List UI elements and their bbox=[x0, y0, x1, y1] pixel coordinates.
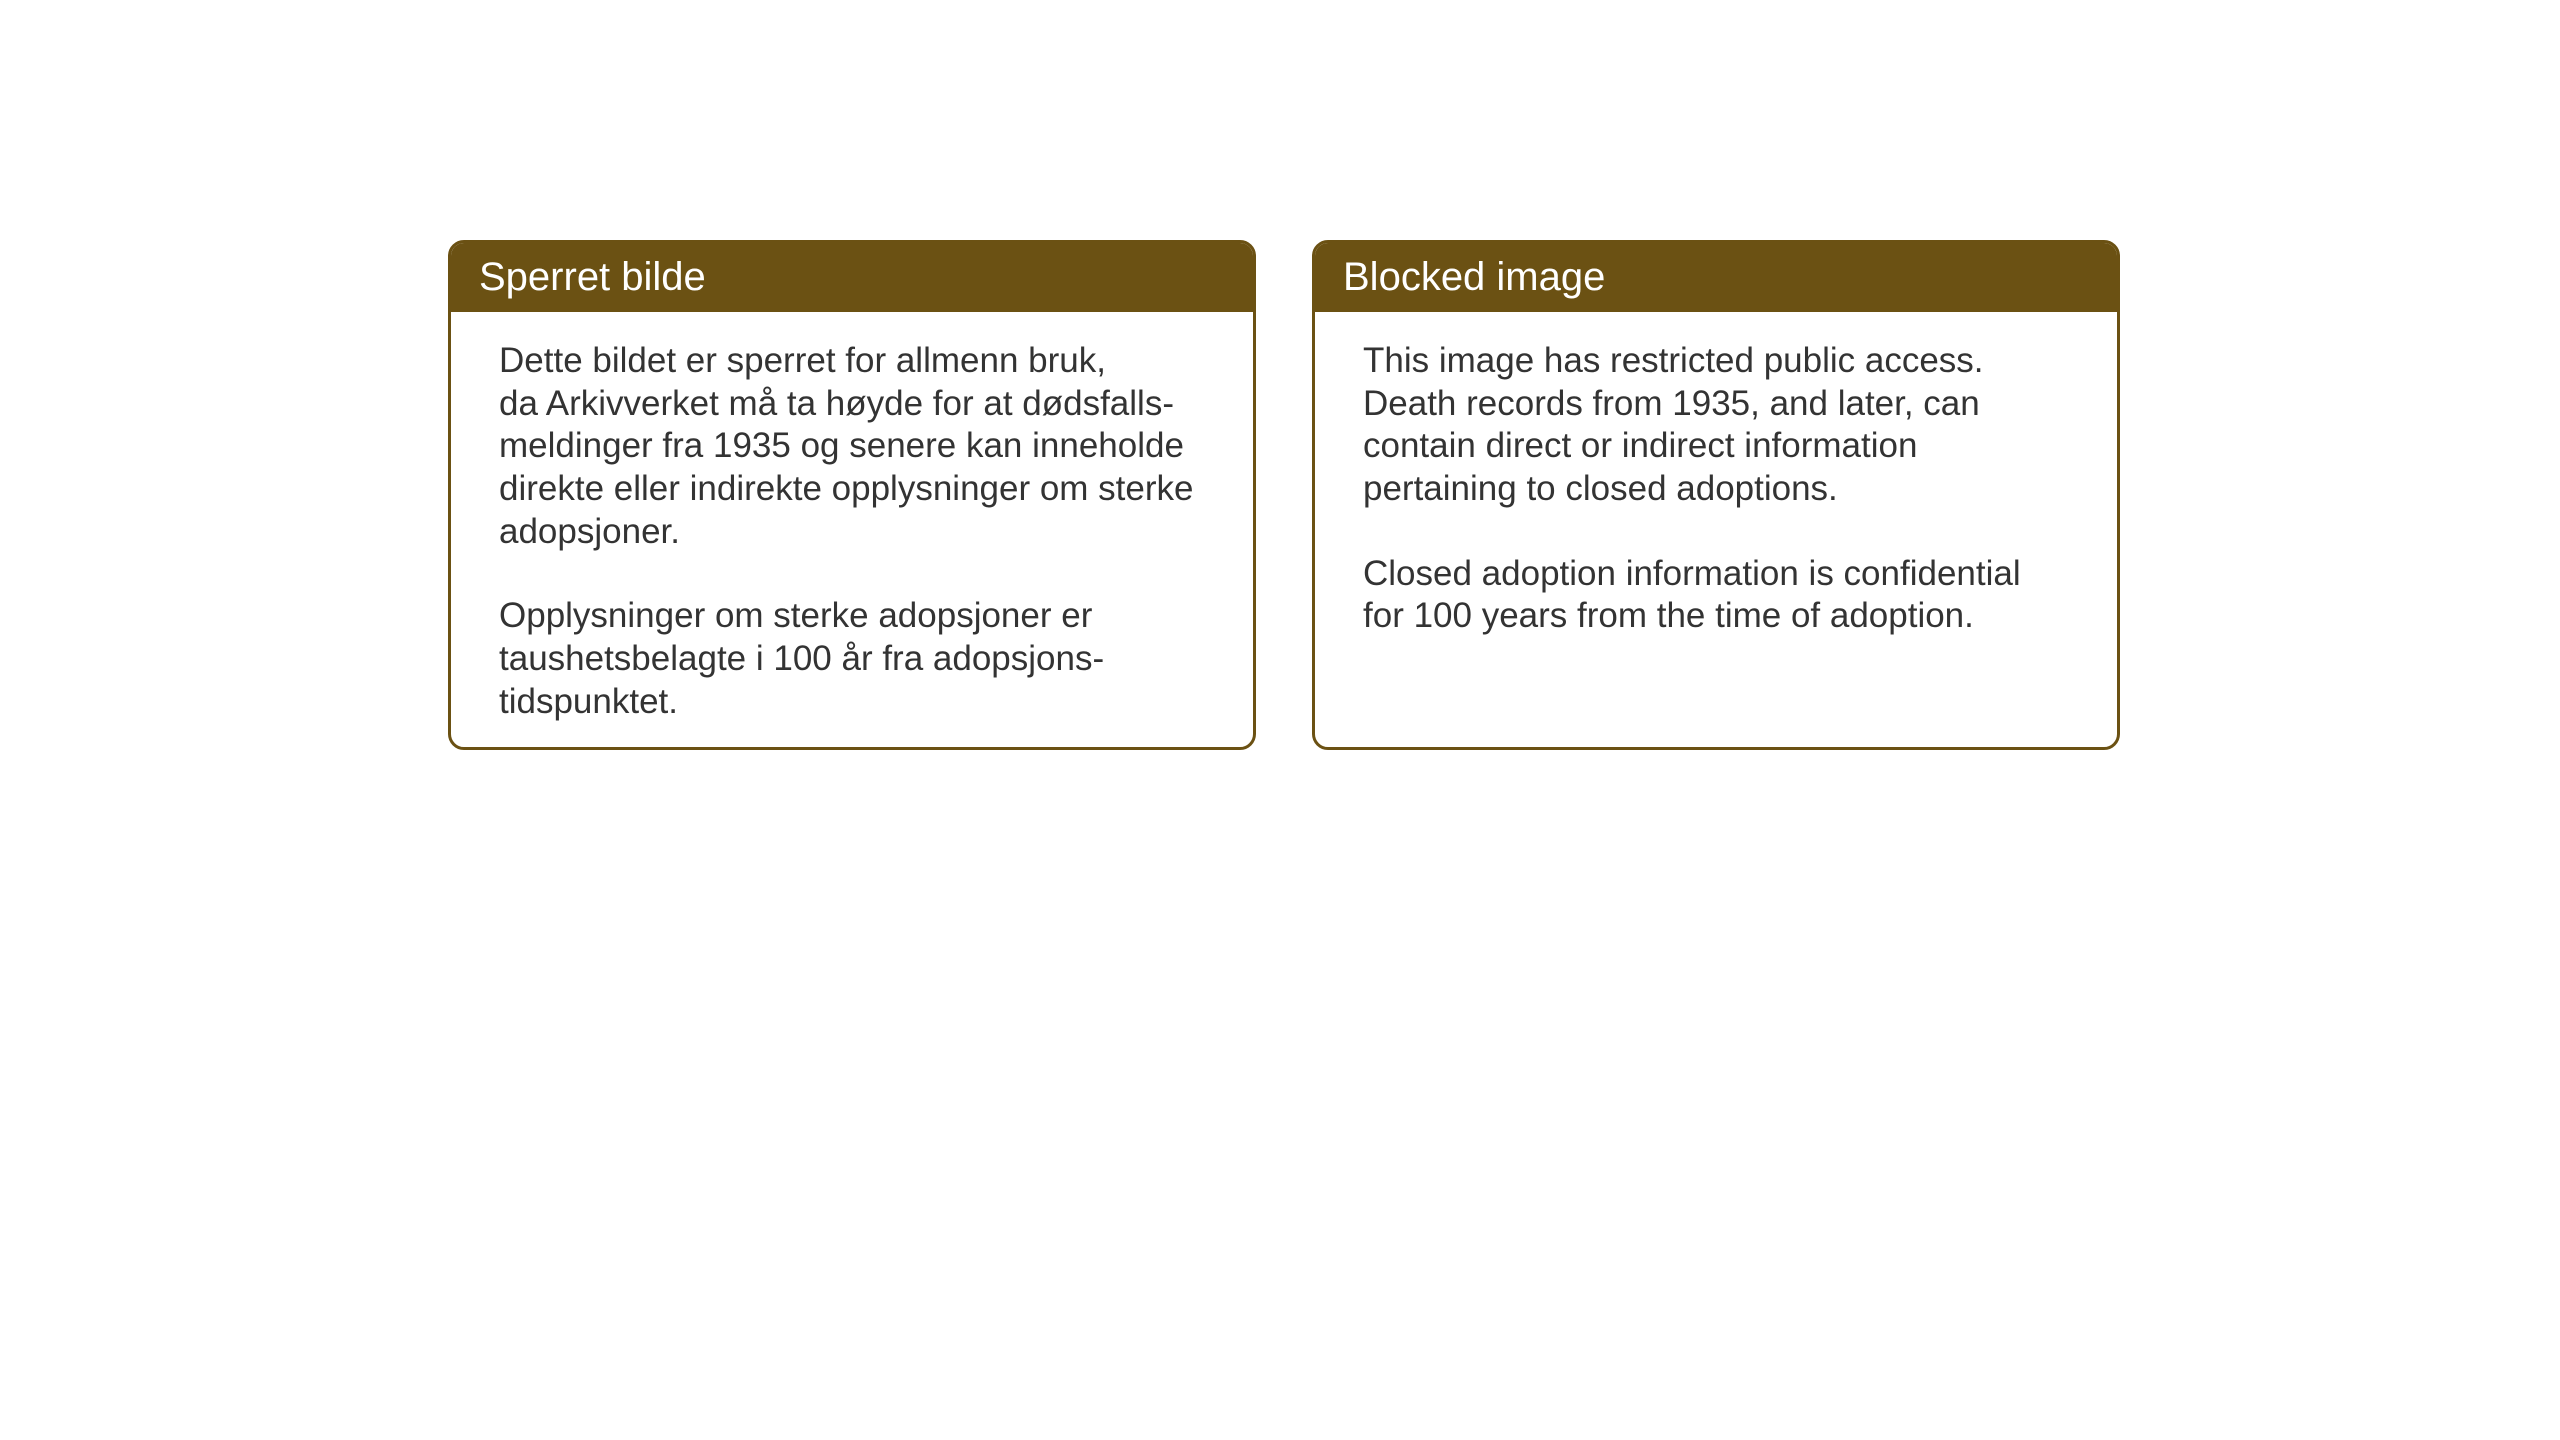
paragraph-1: This image has restricted public access.… bbox=[1363, 340, 2069, 511]
notice-container: Sperret bilde Dette bildet er sperret fo… bbox=[0, 0, 2560, 750]
text-line: pertaining to closed adoptions. bbox=[1363, 468, 2069, 511]
paragraph-2: Opplysninger om sterke adopsjoner er tau… bbox=[499, 595, 1205, 723]
card-header-norwegian: Sperret bilde bbox=[451, 243, 1253, 312]
text-line: Dette bildet er sperret for allmenn bruk… bbox=[499, 340, 1205, 383]
text-line: contain direct or indirect information bbox=[1363, 425, 2069, 468]
text-line: for 100 years from the time of adoption. bbox=[1363, 595, 2069, 638]
card-header-english: Blocked image bbox=[1315, 243, 2117, 312]
card-title: Sperret bilde bbox=[479, 255, 706, 299]
card-body-english: This image has restricted public access.… bbox=[1315, 312, 2117, 666]
card-title: Blocked image bbox=[1343, 255, 1605, 299]
notice-card-english: Blocked image This image has restricted … bbox=[1312, 240, 2120, 750]
text-line: meldinger fra 1935 og senere kan innehol… bbox=[499, 425, 1205, 468]
text-line: adopsjoner. bbox=[499, 511, 1205, 554]
text-line: This image has restricted public access. bbox=[1363, 340, 2069, 383]
text-line: direkte eller indirekte opplysninger om … bbox=[499, 468, 1205, 511]
text-line: taushetsbelagte i 100 år fra adopsjons- bbox=[499, 638, 1205, 681]
paragraph-2: Closed adoption information is confident… bbox=[1363, 553, 2069, 638]
text-line: Death records from 1935, and later, can bbox=[1363, 383, 2069, 426]
text-line: Opplysninger om sterke adopsjoner er bbox=[499, 595, 1205, 638]
text-line: da Arkivverket må ta høyde for at dødsfa… bbox=[499, 383, 1205, 426]
card-body-norwegian: Dette bildet er sperret for allmenn bruk… bbox=[451, 312, 1253, 750]
text-line: tidspunktet. bbox=[499, 681, 1205, 724]
text-line: Closed adoption information is confident… bbox=[1363, 553, 2069, 596]
notice-card-norwegian: Sperret bilde Dette bildet er sperret fo… bbox=[448, 240, 1256, 750]
paragraph-1: Dette bildet er sperret for allmenn bruk… bbox=[499, 340, 1205, 553]
